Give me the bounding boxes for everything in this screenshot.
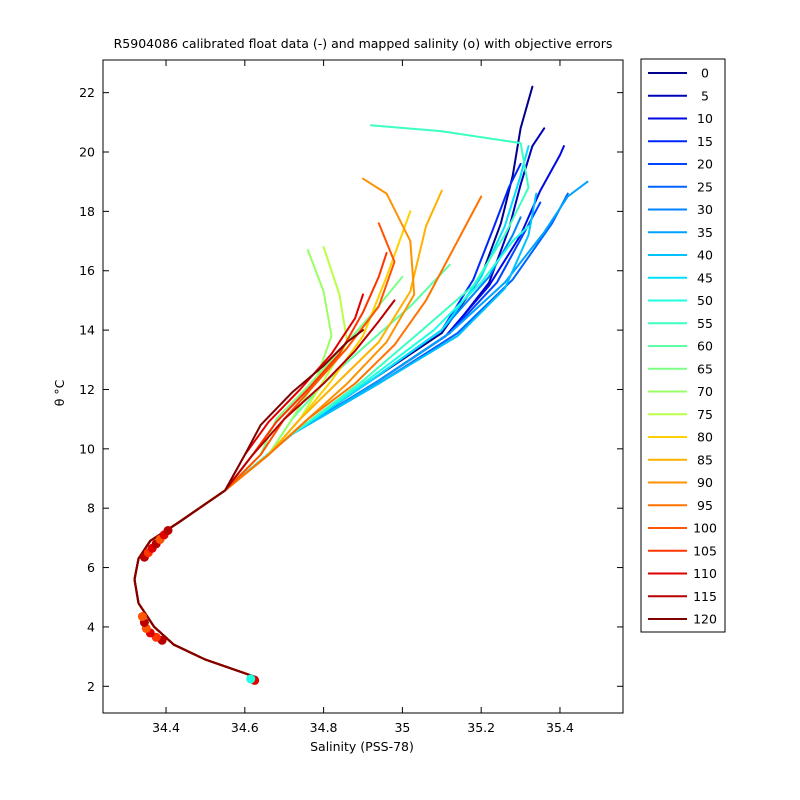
y-axis-label: θ °C xyxy=(52,379,67,406)
mapped-point xyxy=(163,526,173,535)
y-tick-label: 16 xyxy=(79,263,95,278)
y-tick-label: 2 xyxy=(87,679,95,694)
y-tick-label: 20 xyxy=(79,145,95,160)
legend-label-70: 70 xyxy=(697,384,713,399)
legend-label-25: 25 xyxy=(697,179,713,194)
legend-label-20: 20 xyxy=(697,157,713,172)
x-tick-label: 35.4 xyxy=(546,720,574,735)
legend-label-120: 120 xyxy=(693,612,717,627)
y-tick-label: 10 xyxy=(79,441,95,456)
legend-label-50: 50 xyxy=(697,293,713,308)
x-axis-ticks: 34.4 34.6 34.8 35 35.2 35.4 xyxy=(152,60,574,735)
y-tick-label: 4 xyxy=(87,619,95,634)
legend-label-75: 75 xyxy=(697,407,713,422)
x-tick-label: 35 xyxy=(394,720,410,735)
x-tick-label: 35.2 xyxy=(467,720,495,735)
legend-label-40: 40 xyxy=(697,248,713,263)
legend-label-45: 45 xyxy=(697,270,713,285)
legend-label-80: 80 xyxy=(697,430,713,445)
x-axis-label: Salinity (PSS-78) xyxy=(310,739,414,754)
legend-label-110: 110 xyxy=(693,566,717,581)
legend-label-0: 0 xyxy=(701,66,709,81)
x-tick-label: 34.6 xyxy=(231,720,259,735)
legend-label-10: 10 xyxy=(697,111,713,126)
legend-label-105: 105 xyxy=(693,543,717,558)
legend-label-5: 5 xyxy=(701,88,709,103)
legend-label-90: 90 xyxy=(697,475,713,490)
mapped-point xyxy=(137,612,147,621)
legend-label-35: 35 xyxy=(697,225,713,240)
chart-title: R5904086 calibrated float data (-) and m… xyxy=(114,36,613,51)
legend-label-100: 100 xyxy=(693,521,717,536)
legend-label-65: 65 xyxy=(697,361,713,376)
legend: 0 5 10 15 20 25 30 35 40 45 50 55 60 65 70 75 80 85 90 95 10… xyxy=(640,58,726,633)
y-tick-label: 6 xyxy=(87,560,95,575)
legend-label-30: 30 xyxy=(697,202,713,217)
y-tick-label: 12 xyxy=(79,382,95,397)
y-axis-ticks: 2 4 6 8 10 12 14 16 18 20 22 xyxy=(79,85,623,694)
legend-items: 0 5 10 15 20 25 30 35 40 45 50 55 60 65 70 75 80 85 90 95 10… xyxy=(648,66,717,627)
y-tick-label: 22 xyxy=(79,85,95,100)
mapped-point xyxy=(246,674,256,684)
mapped-salinity-points xyxy=(137,526,260,685)
y-tick-label: 18 xyxy=(79,204,95,219)
legend-label-60: 60 xyxy=(697,339,713,354)
plot-area: 34.4 34.6 34.8 35 35.2 35.4 24681012141618202… xyxy=(79,59,624,735)
axes-box xyxy=(102,59,624,714)
legend-label-55: 55 xyxy=(697,316,713,331)
y-tick-label: 8 xyxy=(87,501,95,516)
x-tick-label: 34.8 xyxy=(310,720,338,735)
legend-label-115: 115 xyxy=(693,589,717,604)
legend-label-15: 15 xyxy=(697,134,713,149)
legend-label-95: 95 xyxy=(697,498,713,513)
y-tick-label: 14 xyxy=(79,323,95,338)
legend-label-85: 85 xyxy=(697,452,713,467)
x-tick-label: 34.4 xyxy=(152,720,180,735)
